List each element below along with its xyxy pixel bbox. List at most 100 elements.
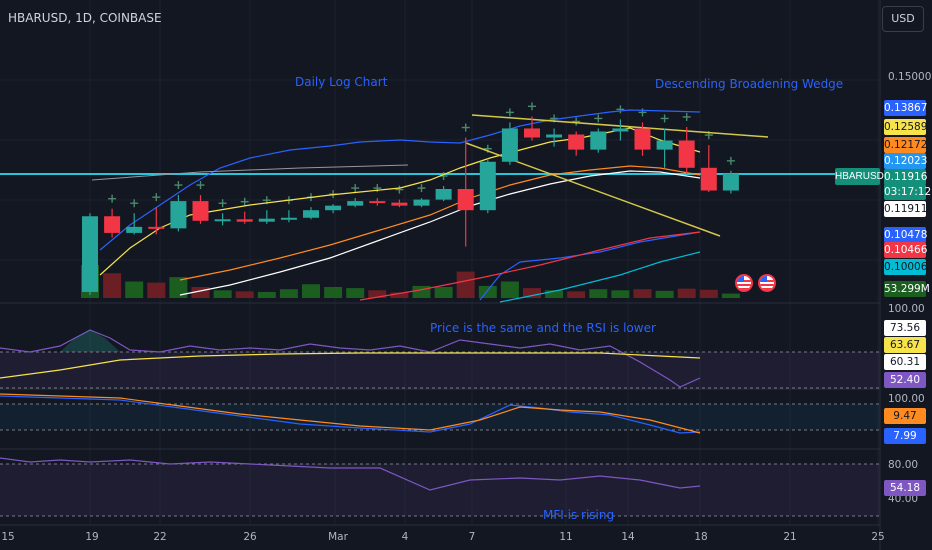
volume-bar bbox=[368, 290, 387, 298]
time-axis-label: 19 bbox=[85, 531, 99, 543]
bb-lower-line bbox=[479, 231, 701, 301]
candle-body[interactable] bbox=[347, 201, 364, 206]
macd-scale-top: 100.00 bbox=[888, 393, 925, 405]
price-tag: 0.12172 bbox=[884, 137, 928, 153]
us-flag-icon[interactable] bbox=[735, 274, 753, 292]
time-axis-label: 7 bbox=[468, 531, 476, 543]
volume-bar bbox=[721, 293, 740, 298]
old-range-line bbox=[91, 164, 409, 181]
price-scale-top: 0.15000 bbox=[888, 71, 932, 83]
time-axis-label: 22 bbox=[153, 531, 167, 543]
volume-bar bbox=[302, 284, 320, 298]
symbol-label[interactable]: HBARUSD, 1D, COINBASE bbox=[8, 11, 162, 25]
volume-bar bbox=[545, 290, 564, 298]
volume-bar bbox=[478, 285, 497, 298]
volume-bar bbox=[147, 282, 166, 298]
candle-body[interactable] bbox=[126, 226, 143, 233]
candle-body[interactable] bbox=[457, 189, 474, 211]
price-tag: 0.11911 bbox=[884, 201, 928, 217]
candle-body[interactable] bbox=[678, 140, 695, 168]
price-tag: 0.10466 bbox=[884, 242, 928, 258]
wedge-note[interactable]: Descending Broadening Wedge bbox=[655, 77, 844, 91]
price-tag: 53.299M bbox=[884, 281, 930, 297]
price-tag: 0.12589 bbox=[884, 119, 928, 135]
volume-bar bbox=[213, 290, 232, 298]
time-axis-label: Mar bbox=[328, 531, 348, 543]
candle-body[interactable] bbox=[236, 219, 253, 222]
volume-bar bbox=[324, 287, 343, 298]
candle-body[interactable] bbox=[479, 161, 496, 211]
volume-bar bbox=[346, 288, 365, 298]
volume-bar bbox=[279, 289, 298, 298]
candle-body[interactable] bbox=[192, 201, 209, 221]
price-tag: 03:17:12 bbox=[884, 184, 932, 200]
signal-line bbox=[0, 393, 701, 434]
volume-bar bbox=[611, 290, 630, 298]
time-axis-label: 21 bbox=[783, 531, 797, 543]
symbol-price-tag: HBARUSD bbox=[835, 168, 884, 185]
mfi-note[interactable]: MFI is rising bbox=[543, 508, 615, 522]
bb-basis-line bbox=[179, 165, 701, 281]
candle-body[interactable] bbox=[280, 217, 297, 220]
volume-bar bbox=[257, 291, 276, 298]
candle-body[interactable] bbox=[391, 202, 408, 206]
rsi-note[interactable]: Price is the same and the RSI is lower bbox=[430, 321, 656, 335]
price-tag: 0.10006 bbox=[884, 259, 928, 275]
volume-bar bbox=[125, 281, 144, 298]
candle-body[interactable] bbox=[148, 226, 165, 229]
candle-body[interactable] bbox=[413, 199, 430, 206]
candle-body[interactable] bbox=[700, 167, 717, 191]
time-axis-label: 11 bbox=[559, 531, 573, 543]
volume-bar bbox=[456, 271, 475, 298]
rsi-scale-top: 100.00 bbox=[888, 303, 925, 315]
candle-body[interactable] bbox=[656, 140, 673, 150]
currency-button[interactable]: USD bbox=[882, 6, 924, 32]
macd-band bbox=[0, 404, 880, 430]
time-axis-label: 25 bbox=[871, 531, 885, 543]
rsi-band bbox=[0, 352, 880, 388]
volume-bar bbox=[103, 273, 122, 298]
candle-body[interactable] bbox=[634, 128, 651, 150]
candle-body[interactable] bbox=[214, 219, 231, 222]
volume-bar bbox=[589, 289, 608, 298]
candle-body[interactable] bbox=[258, 218, 275, 222]
daily-log-chart-note[interactable]: Daily Log Chart bbox=[295, 75, 388, 89]
candle-body[interactable] bbox=[524, 128, 540, 138]
volume-bar bbox=[434, 287, 453, 298]
candle-body[interactable] bbox=[612, 128, 629, 132]
volume-bar bbox=[655, 290, 674, 298]
price-tag: 0.13867 bbox=[884, 100, 928, 116]
candle-body[interactable] bbox=[303, 210, 319, 218]
candle-body[interactable] bbox=[369, 201, 386, 204]
macd-line bbox=[0, 395, 701, 434]
candle-body[interactable] bbox=[590, 131, 607, 150]
mfi-tag: 54.18 bbox=[884, 480, 926, 496]
bb-upper-line bbox=[99, 109, 701, 251]
mfi-scale-top: 80.00 bbox=[888, 459, 919, 471]
mfi-line bbox=[0, 457, 701, 491]
candle-body[interactable] bbox=[170, 201, 187, 229]
volume-bar bbox=[633, 289, 652, 298]
volume-bar bbox=[412, 285, 431, 298]
volume-bar bbox=[523, 288, 541, 298]
candle-body[interactable] bbox=[568, 134, 585, 150]
volume-bar bbox=[390, 292, 409, 298]
macd-tag: 7.99 bbox=[884, 428, 926, 444]
mfi-scale-bottom: 40.00 bbox=[888, 493, 919, 505]
candle-body[interactable] bbox=[325, 205, 342, 211]
candle-body[interactable] bbox=[82, 216, 98, 292]
candle-body[interactable] bbox=[546, 134, 563, 138]
us-flag-icon[interactable] bbox=[758, 274, 776, 292]
volume-bar bbox=[191, 287, 210, 298]
candle-body[interactable] bbox=[104, 216, 121, 233]
rsi-tag: 73.56 bbox=[884, 320, 926, 336]
volume-bar bbox=[677, 288, 696, 298]
rsi-overbought-fill bbox=[60, 330, 120, 352]
price-tag: 0.10478 bbox=[884, 227, 928, 243]
macd-tag: 9.47 bbox=[884, 408, 926, 424]
price-tag: 0.11916 bbox=[884, 169, 928, 185]
candle-body[interactable] bbox=[722, 173, 739, 191]
candle-body[interactable] bbox=[435, 189, 452, 200]
candle-body[interactable] bbox=[501, 128, 518, 162]
